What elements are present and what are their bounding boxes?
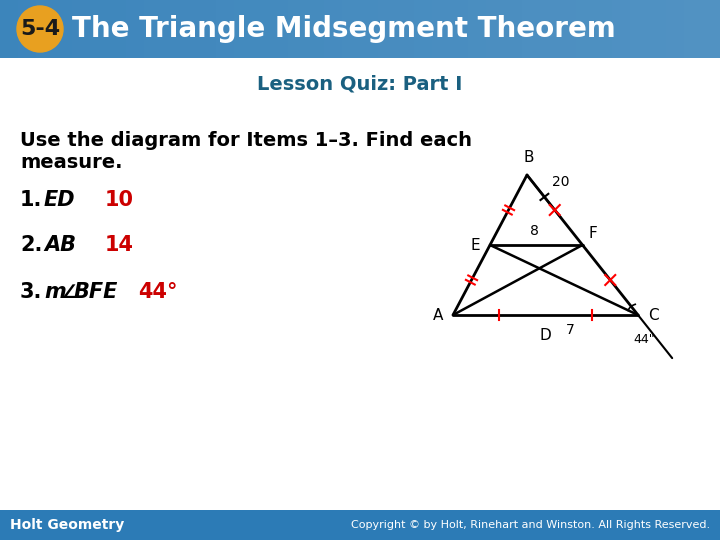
- Bar: [288, 0, 306, 58]
- Text: BFE: BFE: [74, 282, 118, 302]
- Bar: [0, 0, 720, 58]
- Bar: [684, 0, 702, 58]
- Bar: [540, 0, 558, 58]
- Text: 5-4: 5-4: [20, 19, 60, 39]
- Bar: [666, 0, 684, 58]
- Text: B: B: [523, 150, 534, 165]
- Text: ∠: ∠: [60, 282, 78, 301]
- Bar: [360, 0, 378, 58]
- Bar: [54, 0, 72, 58]
- Bar: [594, 0, 612, 58]
- Bar: [702, 0, 720, 58]
- Text: measure.: measure.: [20, 152, 122, 172]
- Bar: [648, 0, 666, 58]
- Bar: [450, 0, 468, 58]
- Text: Lesson Quiz: Part I: Lesson Quiz: Part I: [257, 75, 463, 93]
- Bar: [468, 0, 486, 58]
- Bar: [90, 0, 108, 58]
- Bar: [630, 0, 648, 58]
- Text: 2.: 2.: [20, 235, 42, 255]
- Bar: [612, 0, 630, 58]
- Text: F: F: [588, 226, 598, 241]
- Bar: [126, 0, 144, 58]
- Bar: [504, 0, 522, 58]
- Text: 20: 20: [552, 175, 570, 189]
- Text: C: C: [648, 307, 659, 322]
- Text: 44": 44": [633, 333, 654, 346]
- Bar: [396, 0, 414, 58]
- Bar: [0, 0, 18, 58]
- Bar: [180, 0, 198, 58]
- Bar: [522, 0, 540, 58]
- Text: ED: ED: [44, 190, 76, 210]
- Bar: [270, 0, 288, 58]
- Bar: [72, 0, 90, 58]
- Bar: [378, 0, 396, 58]
- Text: AB: AB: [44, 235, 76, 255]
- Text: D: D: [539, 328, 552, 343]
- Text: 14: 14: [105, 235, 134, 255]
- Bar: [198, 0, 216, 58]
- Bar: [18, 0, 36, 58]
- Bar: [558, 0, 576, 58]
- Text: 3.: 3.: [20, 282, 42, 302]
- Bar: [252, 0, 270, 58]
- Text: m: m: [44, 282, 66, 302]
- Bar: [36, 0, 54, 58]
- Text: 1.: 1.: [20, 190, 42, 210]
- Bar: [342, 0, 360, 58]
- Text: A: A: [433, 307, 443, 322]
- Circle shape: [17, 6, 63, 52]
- Text: 7: 7: [566, 323, 575, 337]
- Bar: [162, 0, 180, 58]
- Bar: [144, 0, 162, 58]
- Bar: [108, 0, 126, 58]
- Text: 10: 10: [105, 190, 134, 210]
- Text: The Triangle Midsegment Theorem: The Triangle Midsegment Theorem: [72, 15, 616, 43]
- Bar: [0, 510, 720, 540]
- Text: 8: 8: [530, 224, 539, 238]
- Bar: [216, 0, 234, 58]
- Bar: [306, 0, 324, 58]
- Text: E: E: [470, 238, 480, 253]
- Bar: [324, 0, 342, 58]
- Text: Use the diagram for Items 1–3. Find each: Use the diagram for Items 1–3. Find each: [20, 131, 472, 150]
- Text: Holt Geometry: Holt Geometry: [10, 518, 125, 532]
- Bar: [432, 0, 450, 58]
- Bar: [234, 0, 252, 58]
- Text: Copyright © by Holt, Rinehart and Winston. All Rights Reserved.: Copyright © by Holt, Rinehart and Winsto…: [351, 520, 710, 530]
- Bar: [576, 0, 594, 58]
- Bar: [414, 0, 432, 58]
- Text: 44°: 44°: [138, 282, 178, 302]
- Bar: [486, 0, 504, 58]
